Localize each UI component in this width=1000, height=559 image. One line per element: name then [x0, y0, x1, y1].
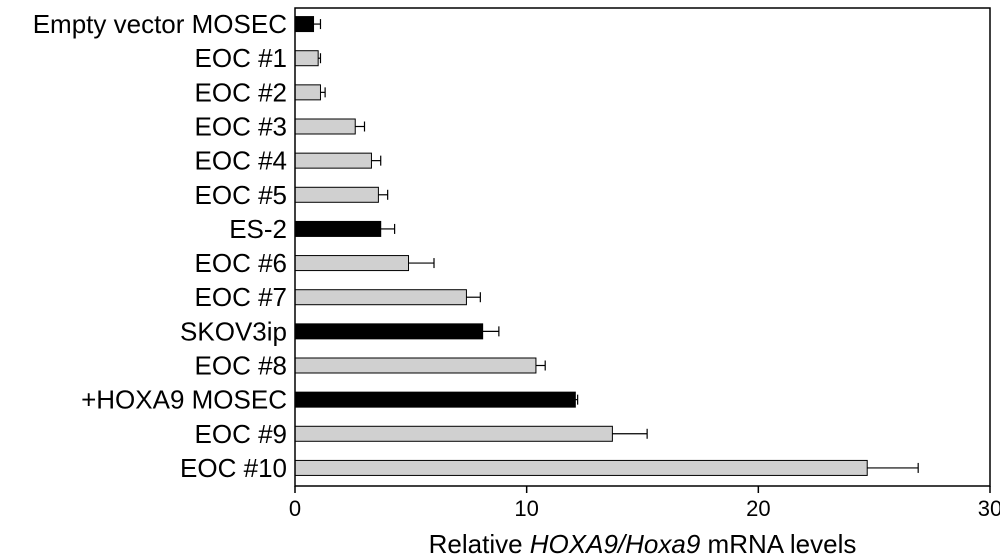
- x-tick-label: 30: [978, 496, 1000, 521]
- category-label: EOC #5: [195, 180, 288, 210]
- bar: [294, 84, 321, 101]
- category-label: Empty vector MOSEC: [33, 9, 287, 39]
- plot-frame: [294, 7, 991, 487]
- category-label: EOC #7: [195, 282, 288, 312]
- bar: [294, 50, 319, 67]
- x-axis-title: Relative HOXA9/Hoxa9 mRNA levels: [429, 529, 857, 559]
- bar: [294, 186, 379, 203]
- bar: [294, 425, 613, 442]
- bar: [294, 255, 410, 272]
- x-tick-label: 20: [746, 496, 770, 521]
- bar: [294, 289, 467, 306]
- category-label: +HOXA9 MOSEC: [81, 385, 287, 415]
- category-label: SKOV3ip: [180, 316, 287, 346]
- category-label: EOC #8: [195, 351, 288, 381]
- bar: [294, 391, 576, 408]
- category-label: ES-2: [229, 214, 287, 244]
- bar: [294, 16, 315, 33]
- category-label: EOC #3: [195, 112, 288, 142]
- bar: [294, 220, 382, 237]
- bar: [294, 459, 868, 476]
- category-label: EOC #6: [195, 248, 288, 278]
- x-axis-ticks: 0 10 20 30: [289, 486, 1000, 521]
- bars-layer: [294, 16, 919, 476]
- category-label: EOC #1: [195, 43, 288, 73]
- x-tick-label: 10: [514, 496, 538, 521]
- category-label: EOC #4: [195, 146, 288, 176]
- bar: [294, 357, 537, 374]
- category-label: EOC #10: [180, 453, 287, 483]
- bar: [294, 323, 484, 340]
- x-tick-label: 0: [289, 496, 301, 521]
- bar: [294, 118, 356, 135]
- category-labels: Empty vector MOSEC EOC #1 EOC #2 EOC #3 EOC …: [33, 9, 287, 483]
- bar: [294, 152, 372, 169]
- category-label: EOC #2: [195, 77, 288, 107]
- category-label: EOC #9: [195, 419, 288, 449]
